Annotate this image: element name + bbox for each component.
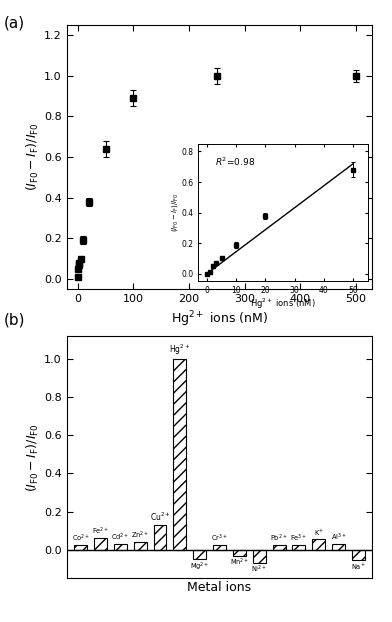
- Text: Mg$^{2+}$: Mg$^{2+}$: [190, 560, 209, 573]
- Text: (a): (a): [4, 16, 25, 30]
- Text: Mn$^{2+}$: Mn$^{2+}$: [230, 557, 249, 568]
- Y-axis label: $(I_{\mathrm{F0}} - I_{\mathrm{F}})/I_{\mathrm{F0}}$: $(I_{\mathrm{F0}} - I_{\mathrm{F}})/I_{\…: [25, 423, 41, 491]
- Text: Cr$^{3+}$: Cr$^{3+}$: [211, 533, 228, 544]
- Text: Cd$^{2+}$: Cd$^{2+}$: [111, 532, 129, 543]
- Text: Cu$^{2+}$: Cu$^{2+}$: [150, 511, 170, 523]
- Text: Hg$^{2+}$: Hg$^{2+}$: [169, 343, 191, 357]
- Bar: [154, 525, 167, 550]
- Text: Al$^{3+}$: Al$^{3+}$: [331, 532, 347, 543]
- Text: Fe$^{2+}$: Fe$^{2+}$: [92, 526, 109, 537]
- Text: Ni$^{2+}$: Ni$^{2+}$: [251, 564, 267, 575]
- Bar: [312, 539, 325, 550]
- Bar: [213, 545, 226, 550]
- Y-axis label: $(I_{\mathrm{F0}} - I_{\mathrm{F}})/I_{\mathrm{F0}}$: $(I_{\mathrm{F0}} - I_{\mathrm{F}})/I_{\…: [25, 123, 41, 192]
- Text: Fe$^{3+}$: Fe$^{3+}$: [290, 533, 308, 544]
- Bar: [114, 544, 127, 550]
- Bar: [134, 542, 147, 550]
- Text: Zn$^{2+}$: Zn$^{2+}$: [131, 530, 149, 541]
- Bar: [352, 550, 365, 560]
- Text: K$^{+}$: K$^{+}$: [314, 528, 324, 539]
- Text: Na$^{+}$: Na$^{+}$: [351, 561, 366, 572]
- Text: Co$^{2+}$: Co$^{2+}$: [71, 533, 89, 544]
- Bar: [193, 550, 206, 559]
- Bar: [233, 550, 246, 555]
- Text: Pb$^{2+}$: Pb$^{2+}$: [270, 533, 288, 544]
- Bar: [332, 544, 345, 550]
- X-axis label: Metal ions: Metal ions: [187, 581, 252, 594]
- X-axis label: Hg$^{2+}$ ions (nM): Hg$^{2+}$ ions (nM): [171, 310, 268, 329]
- Bar: [74, 545, 87, 550]
- Bar: [272, 545, 285, 550]
- Bar: [253, 550, 266, 563]
- Bar: [94, 539, 107, 550]
- Bar: [173, 359, 186, 550]
- Bar: [292, 545, 305, 550]
- Text: (b): (b): [4, 312, 25, 327]
